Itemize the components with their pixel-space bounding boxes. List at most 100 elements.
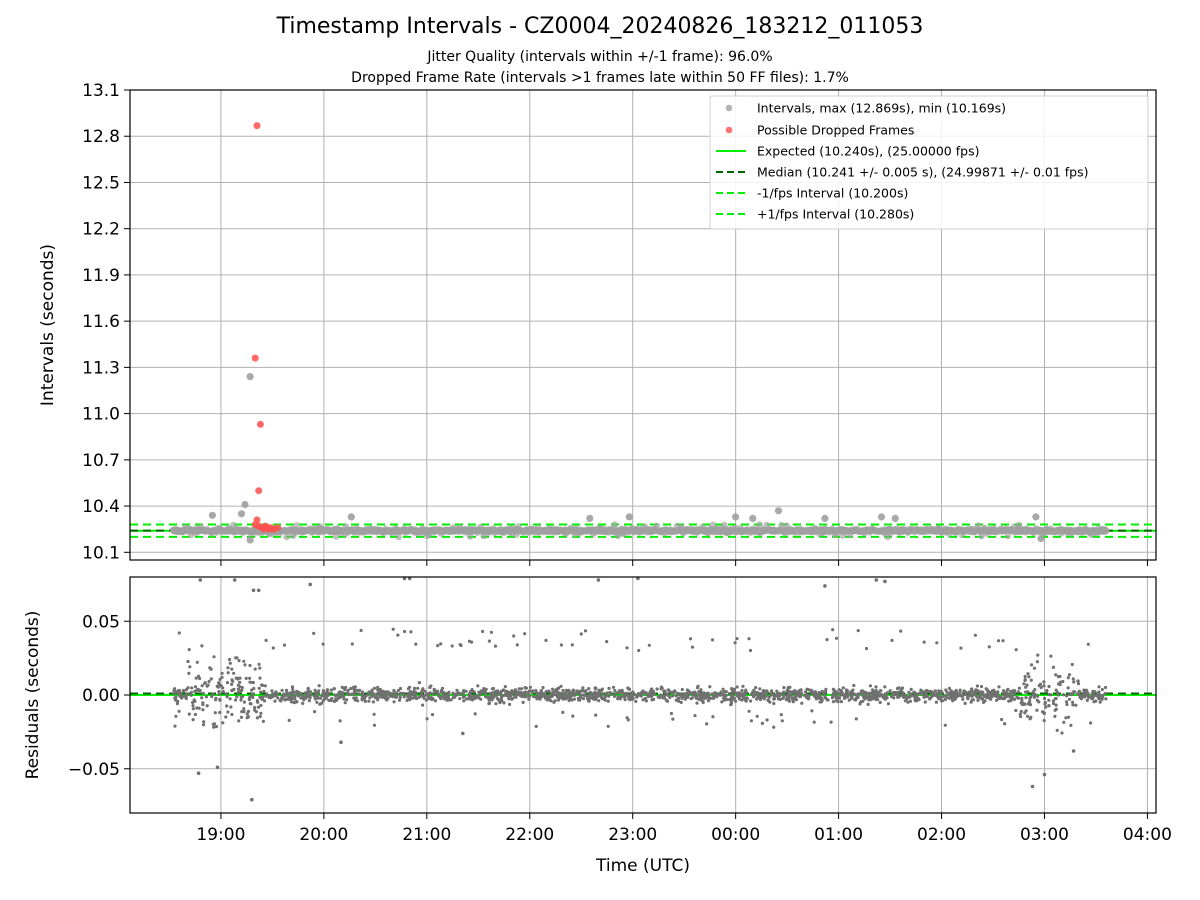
legend-dropped-marker <box>725 126 733 134</box>
residual-point <box>807 688 811 692</box>
residual-point <box>510 697 514 701</box>
residual-point <box>710 696 714 700</box>
residual-point <box>368 696 372 700</box>
residual-point <box>240 695 245 699</box>
residual-point <box>899 629 903 633</box>
residual-point <box>227 657 232 662</box>
residual-point <box>565 695 569 699</box>
residual-point <box>874 685 878 689</box>
residual-point <box>1097 690 1101 694</box>
residual-point <box>235 695 239 699</box>
residual-point <box>282 692 286 696</box>
residual-point <box>831 628 835 632</box>
residual-point <box>330 696 334 701</box>
residual-point <box>228 697 232 701</box>
residual-point <box>226 671 230 675</box>
residual-point <box>394 691 398 695</box>
residual-point <box>447 690 451 694</box>
residual-point <box>459 643 463 648</box>
residual-point <box>798 688 802 693</box>
residual-point <box>383 693 387 697</box>
residual-point <box>578 695 583 699</box>
residual-point <box>1067 673 1072 677</box>
residual-point <box>1066 686 1070 690</box>
residual-point <box>729 691 733 695</box>
residual-point <box>271 646 275 650</box>
residual-point <box>552 700 556 704</box>
residual-point <box>649 690 653 695</box>
residual-point <box>659 693 664 697</box>
residual-point <box>1064 716 1068 720</box>
residual-point <box>248 695 252 699</box>
residual-point <box>455 688 459 692</box>
residual-point <box>954 689 958 693</box>
residual-point <box>512 634 516 638</box>
residual-point <box>588 691 592 695</box>
residual-point <box>705 695 710 699</box>
residual-point <box>191 718 195 722</box>
residual-point <box>732 696 736 701</box>
residual-point <box>445 698 449 702</box>
residual-point <box>173 724 177 728</box>
residual-point <box>182 689 186 693</box>
residual-point <box>385 690 390 694</box>
residual-point <box>248 676 252 680</box>
residual-point <box>481 629 485 634</box>
residual-point <box>649 694 653 699</box>
residual-point <box>1051 699 1055 703</box>
residual-point <box>793 695 798 699</box>
residual-point <box>778 697 782 702</box>
residual-point <box>240 710 244 714</box>
residual-point <box>825 638 829 642</box>
residual-point <box>297 690 301 695</box>
residual-point <box>758 687 762 691</box>
residual-point <box>502 693 506 698</box>
residual-point <box>1065 702 1069 707</box>
residual-point <box>907 690 911 695</box>
residual-point <box>521 691 526 695</box>
residual-point <box>230 712 234 717</box>
residual-point <box>187 712 191 716</box>
intervals-y-axis-label: Intervals (seconds) <box>38 244 58 406</box>
residual-point <box>571 714 575 718</box>
residual-point <box>506 693 510 698</box>
residual-point <box>961 697 965 701</box>
residual-point <box>320 701 324 705</box>
residual-point <box>780 719 784 723</box>
residual-point <box>195 706 199 710</box>
interval-outlier-6 <box>625 513 633 521</box>
residual-point <box>908 699 913 703</box>
residual-point <box>268 694 272 698</box>
residual-point <box>964 692 968 697</box>
residual-point <box>301 701 305 706</box>
residual-point <box>943 723 947 727</box>
residual-point <box>637 692 641 696</box>
residual-point <box>1104 697 1108 701</box>
residual-point <box>1054 688 1058 692</box>
residual-point <box>559 643 564 647</box>
residual-point <box>847 698 851 702</box>
residual-point <box>191 707 195 711</box>
residual-point <box>1080 693 1084 697</box>
residual-point <box>212 655 216 659</box>
residual-point <box>472 690 476 694</box>
intervals-y-ticks: 10.1 10.4 10.7 11.0 11.3 11.6 11.9 12.2 12.5 12.8… <box>82 81 130 563</box>
residual-point <box>721 693 726 697</box>
residual-point <box>1093 690 1097 694</box>
residual-point <box>661 696 665 700</box>
residual-point <box>214 698 218 702</box>
residual-point <box>868 684 873 688</box>
residuals-y-axis-label: Residuals (seconds) <box>23 611 43 780</box>
residual-point <box>851 688 855 692</box>
residual-point <box>729 700 733 704</box>
residual-point <box>644 691 648 695</box>
residual-point <box>230 682 234 687</box>
residual-point <box>228 661 232 665</box>
residual-point <box>494 702 498 706</box>
residual-outlier-17 <box>1071 749 1076 753</box>
residual-point <box>425 692 429 696</box>
residual-point <box>840 691 844 696</box>
residual-point <box>699 688 703 692</box>
residual-point <box>458 697 462 701</box>
residual-point <box>1001 639 1005 643</box>
